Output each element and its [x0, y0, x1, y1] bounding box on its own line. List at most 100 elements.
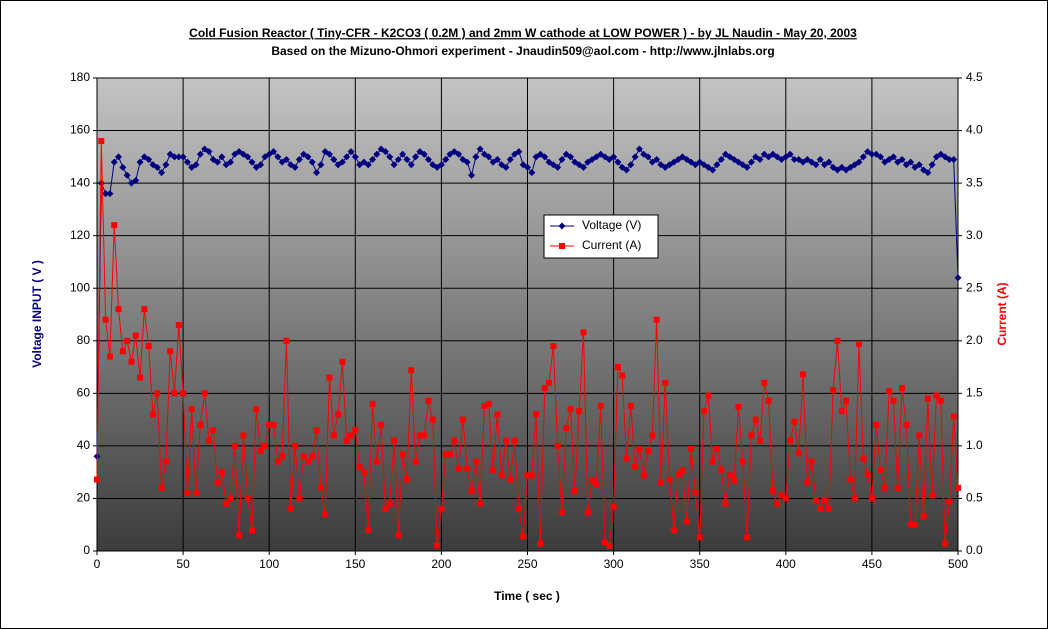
data-point [188, 406, 195, 413]
data-point [184, 490, 191, 497]
data-point [412, 153, 420, 161]
x-tick-label: 450 [862, 557, 882, 571]
data-point [274, 458, 281, 465]
data-point [97, 179, 105, 187]
data-point [442, 155, 450, 163]
data-point [942, 540, 949, 547]
x-tick-label: 100 [259, 557, 279, 571]
x-tick-label: 50 [176, 557, 190, 571]
y-tick-label: 60 [77, 386, 91, 400]
data-point [567, 406, 574, 413]
data-point [137, 374, 144, 381]
data-point [205, 437, 212, 444]
data-point [201, 390, 208, 397]
data-point [722, 500, 729, 507]
data-point [859, 153, 867, 161]
data-point [675, 471, 682, 478]
data-point [701, 408, 708, 415]
data-point [308, 158, 316, 166]
data-point [718, 467, 725, 474]
data-point [717, 155, 725, 163]
data-point [825, 505, 832, 512]
data-point [236, 532, 243, 539]
data-point [920, 513, 927, 520]
data-point [937, 397, 944, 404]
data-point [119, 348, 126, 355]
data-point [705, 392, 712, 399]
x-tick-label: 400 [776, 557, 796, 571]
data-point [132, 332, 139, 339]
data-point [338, 158, 346, 166]
data-point [619, 372, 626, 379]
data-point [94, 476, 100, 483]
data-point [787, 437, 794, 444]
data-point [162, 458, 169, 465]
data-point [300, 453, 307, 460]
data-point [804, 479, 811, 486]
data-point [916, 432, 923, 439]
data-point [528, 169, 536, 177]
data-point [644, 153, 652, 161]
data-point [847, 476, 854, 483]
data-point [468, 488, 475, 495]
data-point [670, 526, 677, 533]
data-point [472, 458, 479, 465]
data-point [558, 509, 565, 516]
data-point [296, 495, 303, 502]
data-point [434, 542, 441, 549]
data-point [226, 158, 234, 166]
data-point [550, 343, 557, 350]
data-point [218, 153, 226, 161]
data-point [106, 190, 114, 198]
data-point [890, 397, 897, 404]
data-point [227, 495, 234, 502]
data-point [197, 421, 204, 428]
data-point [472, 153, 480, 161]
data-point [270, 148, 278, 156]
data-point [571, 488, 578, 495]
data-point [692, 489, 699, 496]
x-tick-label: 250 [517, 557, 537, 571]
data-point [838, 408, 845, 415]
data-point [421, 432, 428, 439]
y-tick-label: 20 [77, 491, 91, 505]
data-point [688, 446, 695, 453]
data-point [533, 411, 540, 418]
data-point [399, 451, 406, 458]
data-point [899, 385, 906, 392]
data-point [291, 163, 299, 171]
y-tick-label: 100 [70, 280, 90, 294]
data-point [924, 169, 932, 177]
data-point [464, 466, 471, 473]
data-point [175, 153, 183, 161]
data-point [494, 411, 501, 418]
data-point [420, 150, 428, 158]
data-point [623, 166, 631, 174]
data-point [627, 161, 635, 169]
data-point [391, 437, 398, 444]
data-point [546, 379, 553, 386]
data-point [610, 153, 618, 161]
x-axis-label: Time ( sec ) [494, 589, 560, 603]
data-point [395, 532, 402, 539]
data-point [886, 388, 893, 395]
data-point [381, 148, 389, 156]
data-point [111, 222, 118, 229]
data-point [257, 448, 264, 455]
data-point [141, 306, 148, 313]
data-point [309, 453, 316, 460]
data-point [128, 358, 135, 365]
y2-tick-label: 2.0 [966, 333, 983, 347]
legend: Voltage (V) Current (A) [543, 214, 659, 259]
data-point [145, 343, 152, 350]
data-point [524, 163, 531, 171]
data-point [304, 153, 312, 161]
data-point [933, 392, 940, 399]
data-point [343, 153, 351, 161]
y-tick-label: 140 [70, 175, 90, 189]
data-point [709, 458, 716, 465]
data-point [769, 488, 776, 495]
data-point [877, 467, 884, 474]
data-point [214, 158, 222, 166]
data-point [455, 466, 462, 473]
